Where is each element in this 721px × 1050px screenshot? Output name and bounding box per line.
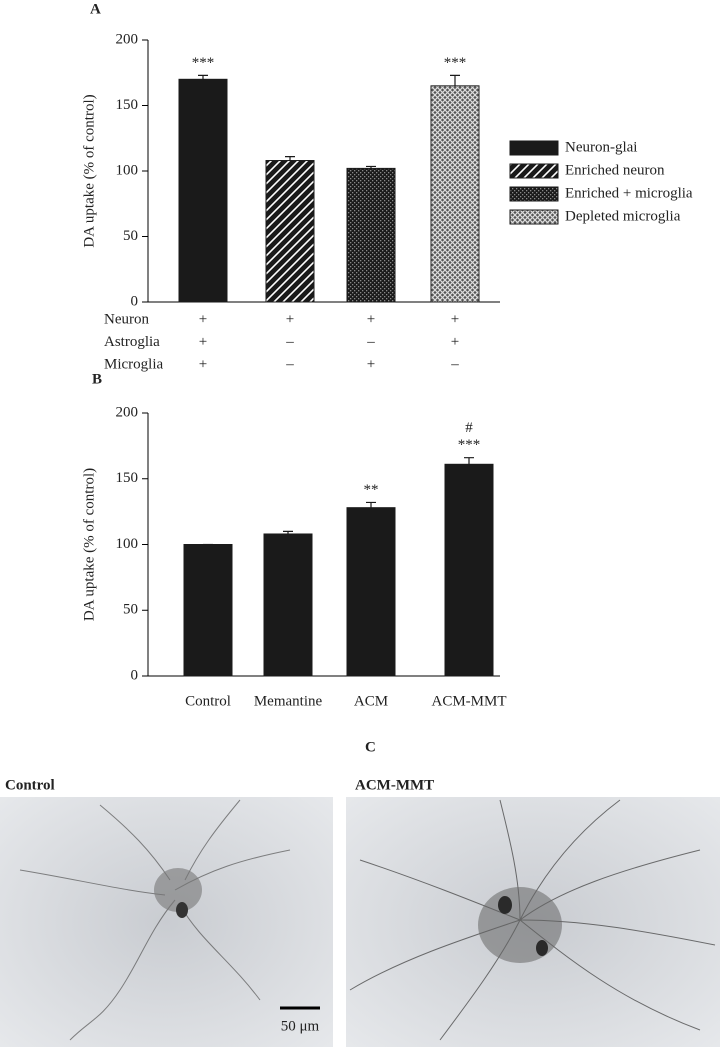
error-bar: [198, 74, 208, 80]
y-tick-label: 100: [116, 536, 139, 552]
panel-label: C: [365, 739, 376, 755]
bar: [263, 533, 313, 677]
bar: [346, 167, 396, 303]
x-tick-label: ACM-MMT: [431, 693, 506, 709]
condition-mark: +: [367, 311, 375, 327]
condition-mark: –: [285, 356, 294, 372]
significance-label: ***: [458, 437, 481, 453]
panel-label: B: [92, 371, 102, 387]
legend-swatch: [509, 140, 559, 156]
condition-label: Neuron: [104, 311, 149, 327]
error-bar: [285, 155, 295, 161]
x-tick-label: Control: [185, 693, 231, 709]
image-title: Control: [5, 777, 55, 793]
bar: [183, 544, 233, 677]
condition-label: Microglia: [104, 356, 163, 372]
scale-bar-label: 50 μm: [281, 1018, 320, 1034]
x-tick-label: Memantine: [254, 693, 323, 709]
condition-mark: –: [450, 356, 459, 372]
y-axis-label: DA uptake (% of control): [81, 94, 97, 247]
condition-mark: +: [286, 311, 294, 327]
condition-mark: +: [451, 311, 459, 327]
y-tick-label: 200: [116, 404, 139, 420]
bar: [265, 160, 315, 303]
x-tick-label: ACM: [354, 693, 388, 709]
y-tick-label: 0: [131, 293, 139, 309]
condition-mark: +: [367, 356, 375, 372]
micrograph-control: [0, 797, 333, 1047]
bar: [178, 78, 228, 303]
significance-label: ***: [192, 55, 215, 71]
condition-mark: –: [366, 334, 375, 350]
bar: [346, 507, 396, 677]
legend-swatch: [509, 163, 559, 179]
error-bar: [450, 74, 460, 86]
y-tick-label: 100: [116, 162, 139, 178]
legend-label: Enriched neuron: [565, 162, 665, 178]
condition-mark: +: [199, 356, 207, 372]
y-tick-label: 50: [123, 602, 138, 618]
condition-mark: +: [199, 334, 207, 350]
y-tick-label: 150: [116, 470, 139, 486]
y-axis-label: DA uptake (% of control): [81, 468, 97, 621]
condition-mark: +: [451, 334, 459, 350]
y-tick-label: 150: [116, 97, 139, 113]
error-bar: [464, 457, 474, 465]
condition-mark: –: [285, 334, 294, 350]
error-bar: [366, 165, 376, 169]
legend-swatch: [509, 209, 559, 225]
error-bar: [283, 530, 293, 534]
condition-mark: +: [199, 311, 207, 327]
significance-label: #: [465, 420, 473, 436]
bar: [444, 463, 494, 677]
y-tick-label: 200: [116, 31, 139, 47]
image-title: ACM-MMT: [355, 777, 434, 793]
significance-label: ***: [444, 55, 467, 71]
condition-label: Astroglia: [104, 334, 160, 350]
legend-label: Depleted microglia: [565, 208, 681, 224]
legend-label: Enriched + microglia: [565, 185, 693, 201]
significance-label: **: [364, 482, 379, 498]
bar: [430, 85, 480, 303]
y-tick-label: 0: [131, 667, 139, 683]
panel-label: A: [90, 1, 101, 17]
error-bar: [366, 501, 376, 508]
legend-swatch: [509, 186, 559, 202]
y-tick-label: 50: [123, 228, 138, 244]
micrograph-acm-mmt: [346, 797, 720, 1047]
legend-label: Neuron-glai: [565, 139, 637, 155]
